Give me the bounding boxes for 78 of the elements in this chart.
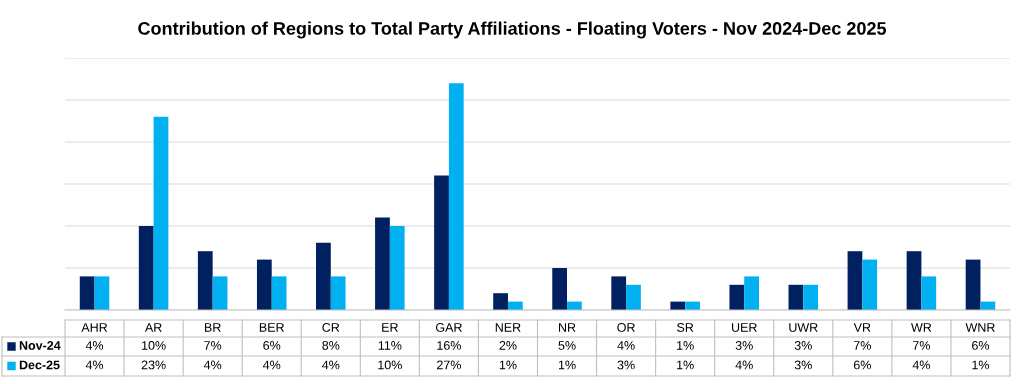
legend-label: Dec-25 (19, 360, 60, 370)
bar (330, 276, 346, 310)
x-tick-label: AR (144, 323, 162, 332)
x-tick-label: CR (322, 323, 340, 332)
bar (138, 226, 154, 310)
x-tick-label: UER (731, 323, 757, 332)
x-tick-label: ER (382, 323, 398, 332)
bar (626, 284, 641, 310)
data-label: 1% (677, 360, 694, 370)
x-tick-label: BER (259, 323, 284, 332)
bar (906, 251, 922, 310)
bar (847, 251, 863, 310)
data-label: 23% (141, 360, 166, 370)
data-label: 2% (499, 341, 517, 350)
data-label: 3% (794, 360, 812, 370)
bar (256, 259, 272, 310)
x-tick-label: SR (677, 323, 694, 332)
data-label: 10% (378, 360, 402, 370)
bar (921, 276, 937, 310)
data-label: 6% (263, 341, 281, 350)
bar (862, 259, 878, 310)
data-label: 4% (203, 360, 222, 370)
bar (552, 268, 568, 310)
bar (434, 175, 449, 310)
legend-label: Nov-24 (19, 341, 61, 350)
bar (611, 276, 627, 310)
data-label: 16% (437, 341, 461, 350)
data-label: 4% (912, 360, 930, 370)
x-tick-label: OR (617, 323, 635, 332)
bar (788, 284, 804, 310)
x-tick-label: UWR (789, 323, 818, 332)
data-label: 3% (735, 341, 753, 350)
data-label: 7% (913, 341, 930, 350)
x-tick-label: AHR (81, 323, 108, 332)
data-label: 6% (853, 360, 871, 370)
bar (493, 293, 508, 310)
bar (271, 276, 287, 310)
x-tick-label: BR (205, 323, 221, 332)
x-tick-label: WNR (965, 323, 995, 332)
data-label: 10% (142, 341, 166, 350)
chart-title: Contribution of Regions to Total Party Affiliations - Floating Voters - Nov 2024-Dec 2025 (138, 21, 887, 39)
data-label: 1% (499, 360, 517, 370)
data-label: 27% (437, 360, 461, 370)
bar (965, 259, 981, 310)
x-tick-label: VR (853, 323, 871, 332)
data-label: 6% (972, 341, 990, 350)
bar (153, 116, 169, 310)
bar (212, 276, 228, 310)
data-label: 7% (853, 341, 871, 350)
data-label: 3% (794, 341, 812, 350)
x-tick-label: NR (559, 323, 576, 332)
data-label: 4% (735, 360, 753, 370)
x-tick-label: NER (495, 323, 521, 332)
bar (197, 251, 213, 310)
data-label: 1% (972, 360, 990, 370)
bar (79, 276, 95, 310)
x-tick-label: GAR (435, 323, 462, 332)
bar (94, 276, 110, 310)
bar (803, 284, 819, 310)
data-label: 1% (677, 341, 694, 350)
data-label: 4% (322, 360, 340, 370)
data-label: 4% (617, 341, 635, 350)
data-label: 3% (617, 360, 635, 370)
bar (389, 226, 405, 310)
data-label: 1% (558, 360, 576, 370)
bar (729, 284, 745, 310)
bar (448, 83, 464, 310)
data-label: 7% (204, 341, 222, 350)
data-label: 11% (378, 341, 402, 350)
data-label: 4% (85, 360, 104, 370)
data-label: 8% (322, 341, 340, 350)
data-label: 5% (558, 341, 576, 350)
bar (744, 276, 759, 310)
data-label: 4% (262, 360, 281, 370)
x-tick-label: WR (911, 323, 932, 332)
bar (316, 242, 331, 310)
data-label: 4% (85, 341, 104, 350)
bar (375, 217, 390, 310)
